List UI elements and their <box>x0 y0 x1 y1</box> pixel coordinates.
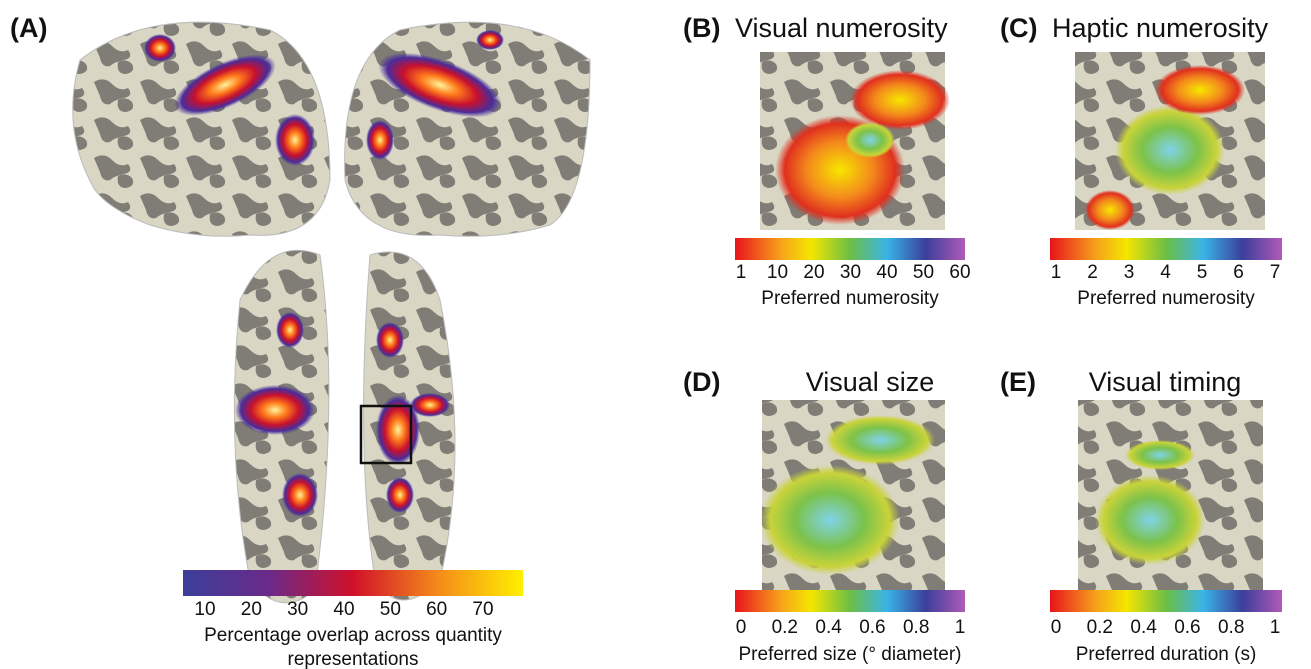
colorbar <box>735 238 965 260</box>
panel-title: Visual timing <box>1089 367 1242 397</box>
colorbar-label: Preferred duration (s) <box>1076 644 1257 665</box>
colorbar-tick-label: 0 <box>1051 617 1062 638</box>
colorbar-tick-label: 1 <box>955 617 966 638</box>
colorbar-tick-label: 0.8 <box>1218 617 1244 638</box>
panel-label: (C) <box>1000 13 1037 43</box>
colorbar-tick-label: 6 <box>1233 262 1244 283</box>
colorbar-label: representations <box>288 649 419 669</box>
colorbar-tick-label: 50 <box>380 599 401 620</box>
panel-label: (E) <box>1000 367 1036 397</box>
colorbar-tick-label: 60 <box>949 262 970 283</box>
colorbar-tick-label: 0.2 <box>1087 617 1113 638</box>
panel-label: (A) <box>10 13 47 43</box>
colorbar-tick-label: 0 <box>736 617 747 638</box>
colorbar-tick-label: 1 <box>736 262 747 283</box>
panel-title: Visual numerosity <box>735 13 948 43</box>
colorbar-label: Percentage overlap across quantity <box>204 625 502 646</box>
colorbar-label: Preferred numerosity <box>761 288 939 309</box>
colorbar-tick-label: 3 <box>1124 262 1135 283</box>
colorbar-tick-label: 0.6 <box>1174 617 1200 638</box>
colorbar-tick-label: 10 <box>194 599 215 620</box>
colorbar-label: Preferred numerosity <box>1077 288 1255 309</box>
colorbar <box>183 570 523 596</box>
colorbar-tick-label: 0.4 <box>1130 617 1157 638</box>
brain-images <box>72 21 591 604</box>
colorbar-tick-label: 1 <box>1051 262 1062 283</box>
colorbar <box>1050 590 1282 612</box>
colorbar-tick-label: 70 <box>472 599 493 620</box>
colorbar-tick-label: 30 <box>287 599 308 620</box>
panel-title: Visual size <box>806 367 935 397</box>
colorbar-tick-label: 0.2 <box>772 617 798 638</box>
colorbar-tick-label: 4 <box>1160 262 1171 283</box>
colorbar-tick-label: 50 <box>913 262 934 283</box>
colorbar-label: Preferred size (° diameter) <box>739 644 962 665</box>
colorbar-tick-label: 40 <box>333 599 354 620</box>
panel-label: (B) <box>683 13 720 43</box>
colorbar-tick-label: 20 <box>241 599 262 620</box>
panel-label: (D) <box>683 367 720 397</box>
colorbar-tick-label: 60 <box>426 599 447 620</box>
colorbar-tick-label: 30 <box>840 262 861 283</box>
colorbar-tick-label: 2 <box>1087 262 1098 283</box>
colorbar-tick-label: 0.8 <box>903 617 929 638</box>
colorbar-tick-label: 20 <box>803 262 824 283</box>
panel-title: Haptic numerosity <box>1052 13 1269 43</box>
colorbar <box>735 590 965 612</box>
colorbar-tick-label: 5 <box>1197 262 1208 283</box>
colorbar-tick-label: 1 <box>1270 617 1281 638</box>
colorbar-tick-label: 40 <box>876 262 897 283</box>
colorbar <box>1050 238 1282 260</box>
colorbar-tick-label: 7 <box>1270 262 1281 283</box>
colorbar-tick-label: 0.6 <box>859 617 885 638</box>
colorbar-tick-label: 10 <box>767 262 788 283</box>
map-images <box>760 52 1265 590</box>
colorbar-tick-label: 0.4 <box>815 617 842 638</box>
